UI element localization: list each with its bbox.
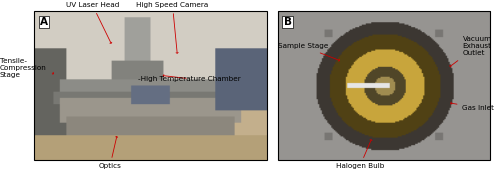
Text: UV Laser Head: UV Laser Head <box>66 2 119 43</box>
Text: -High Temperature Chamber: -High Temperature Chamber <box>138 75 240 82</box>
Text: Vacuum
Exhaust
Outlet: Vacuum Exhaust Outlet <box>450 36 492 67</box>
Bar <box>278 11 490 160</box>
Text: Gas Inlet: Gas Inlet <box>450 102 494 111</box>
Text: Tensile-
Compression
Stage: Tensile- Compression Stage <box>0 58 54 78</box>
Text: Halogen Bulb: Halogen Bulb <box>336 140 384 169</box>
Text: High Speed Camera: High Speed Camera <box>136 2 208 53</box>
Text: A: A <box>40 17 48 27</box>
Text: Optics: Optics <box>98 137 122 169</box>
Bar <box>34 11 266 160</box>
Text: B: B <box>284 17 292 27</box>
Text: Sample Stage: Sample Stage <box>278 43 340 61</box>
